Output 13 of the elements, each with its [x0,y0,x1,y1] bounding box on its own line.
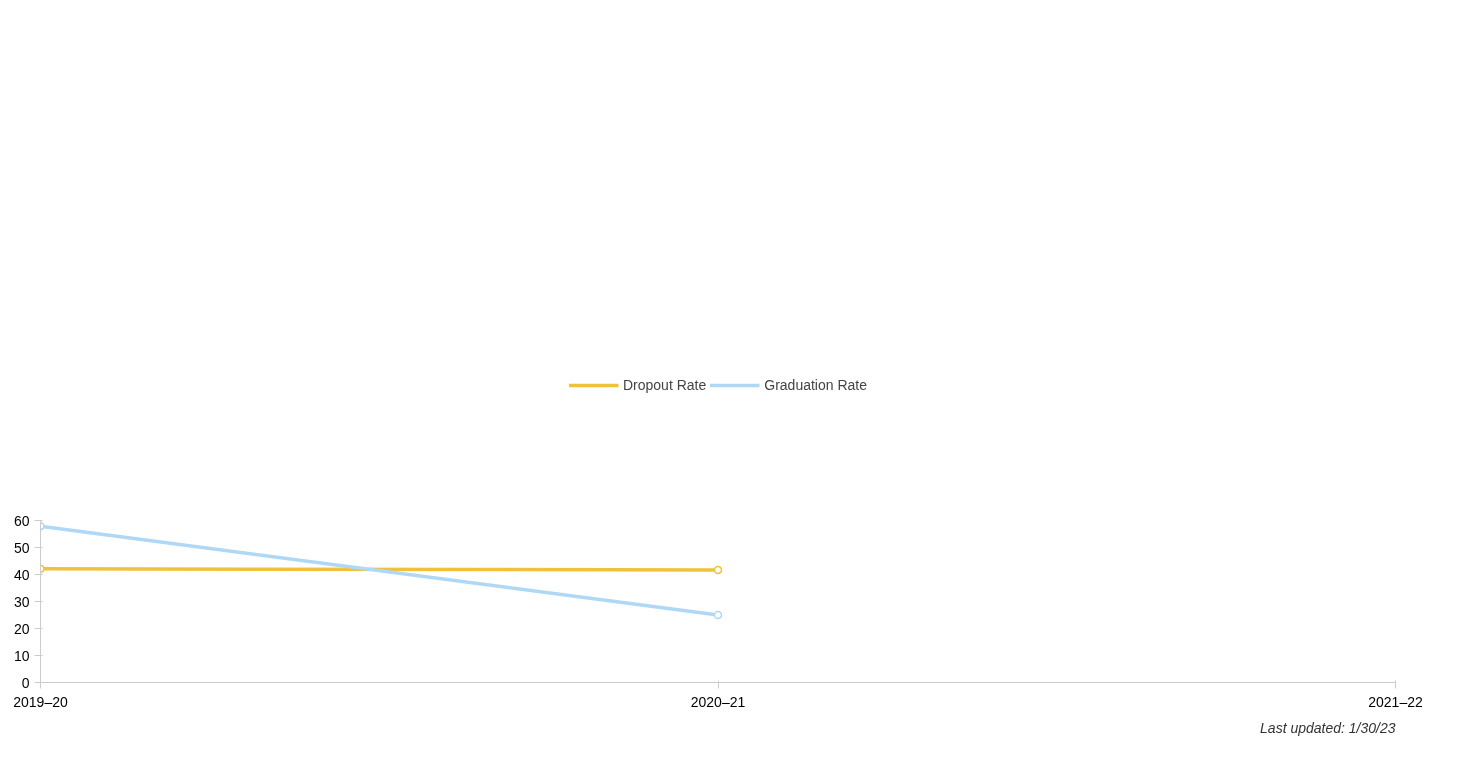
y-tick-label: 60 [13,512,30,529]
y-tick-label: 20 [13,620,30,637]
y-tick-label: 30 [13,593,30,610]
text: Last updated: 1/30/23 [1260,719,1396,736]
legend-label: Dropout Rate [622,377,707,393]
x-tick-label: 2020–21 [690,693,746,710]
y-tick-label: 0 [21,674,30,691]
y-tick-label: 40 [13,566,30,583]
y-tick-label: 10 [13,647,30,664]
x-tick-label: 2019–20 [13,693,68,710]
legend-label: Graduation Rate [764,377,868,393]
x-tick-label: 2021–22 [1368,693,1423,710]
y-tick-label: 50 [13,539,30,556]
